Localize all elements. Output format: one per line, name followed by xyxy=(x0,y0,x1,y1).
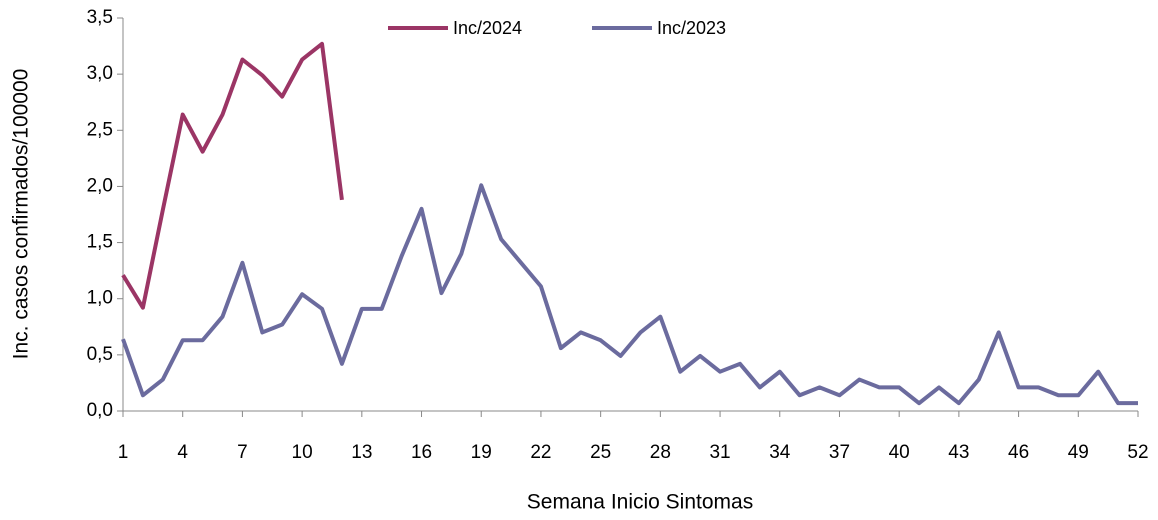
x-tick-label: 22 xyxy=(530,442,551,463)
x-tick-label: 16 xyxy=(411,442,432,463)
y-tick-label: 1,5 xyxy=(87,232,113,253)
x-tick-label: 31 xyxy=(709,442,730,463)
y-tick-label: 3,0 xyxy=(87,63,113,84)
y-tick-label: 2,5 xyxy=(87,119,113,140)
x-tick-label: 4 xyxy=(177,442,188,463)
x-tick-label: 49 xyxy=(1068,442,1089,463)
y-tick-label: 1,0 xyxy=(87,288,113,309)
y-tick-label: 0,5 xyxy=(87,344,113,365)
x-tick-label: 34 xyxy=(769,442,791,463)
series-line xyxy=(121,41,344,310)
y-axis-label: Inc. casos confirmados/100000 xyxy=(10,69,33,360)
legend-label: Inc/2024 xyxy=(453,18,522,38)
x-tick-label: 13 xyxy=(351,442,372,463)
x-tick-label: 40 xyxy=(889,442,910,463)
x-tick-label: 7 xyxy=(237,442,248,463)
y-tick-label: 0,0 xyxy=(87,400,113,421)
x-tick-label: 52 xyxy=(1127,442,1148,463)
x-tick-label: 10 xyxy=(292,442,313,463)
series-line xyxy=(121,183,1138,406)
y-tick-label: 3,5 xyxy=(87,7,113,28)
y-tick-label: 2,0 xyxy=(87,175,113,196)
x-tick-label: 1 xyxy=(118,442,129,463)
x-tick-label: 25 xyxy=(590,442,611,463)
x-tick-label: 46 xyxy=(1008,442,1029,463)
x-tick-label: 28 xyxy=(650,442,671,463)
x-tick-label: 43 xyxy=(948,442,969,463)
legend-label: Inc/2023 xyxy=(657,18,726,38)
x-tick-label: 19 xyxy=(471,442,492,463)
x-tick-label: 37 xyxy=(829,442,850,463)
x-axis-label: Semana Inicio Sintomas xyxy=(527,491,753,514)
